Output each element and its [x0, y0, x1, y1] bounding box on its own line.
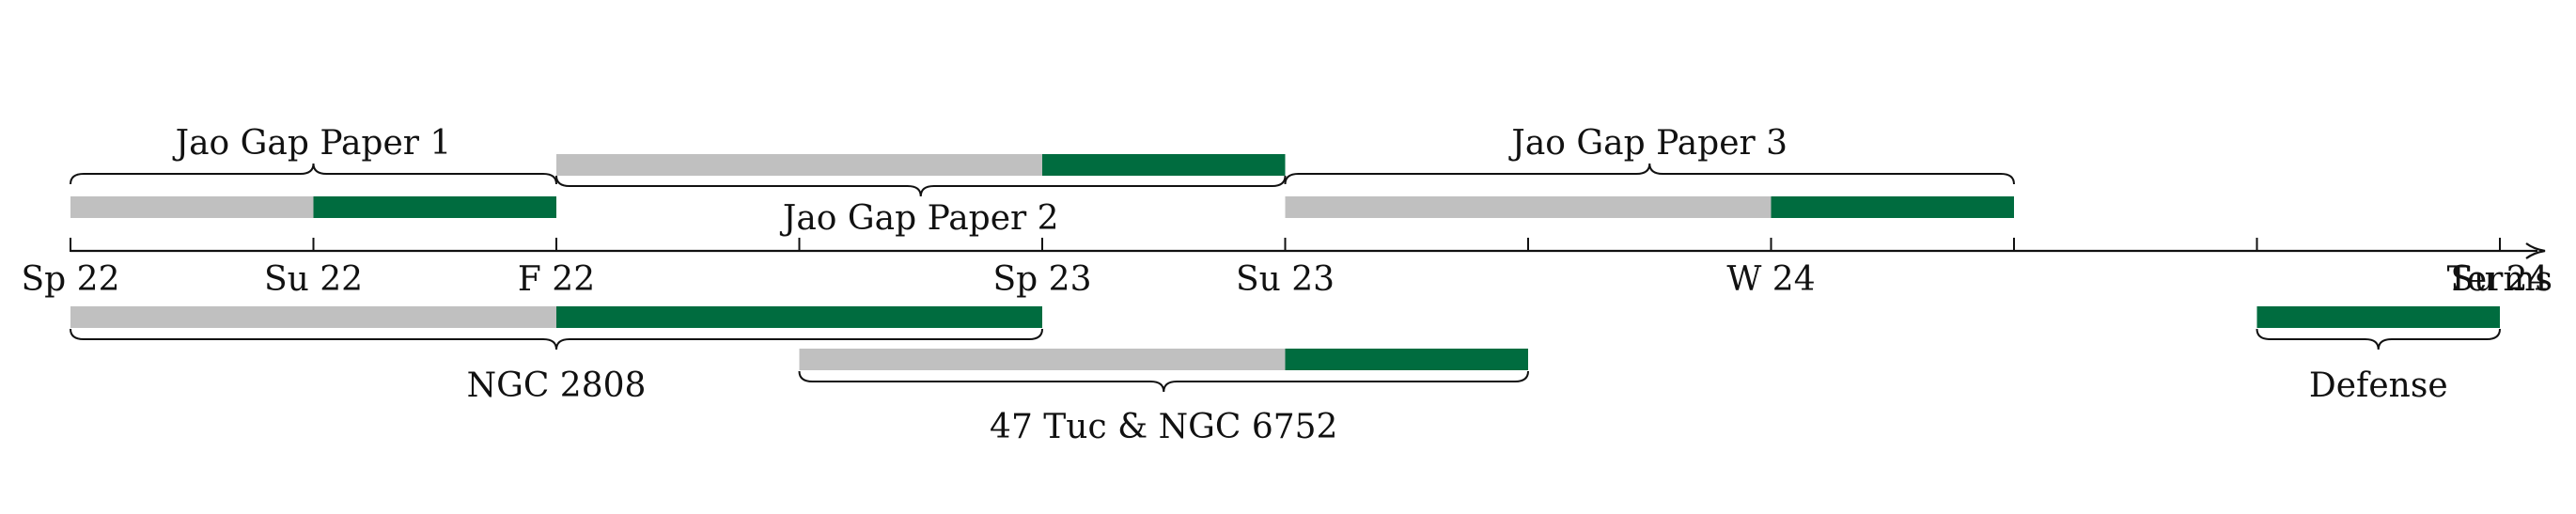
task-label: Defense: [2309, 366, 2448, 405]
tick-label: Sp 22: [22, 260, 120, 299]
task-group: 47 Tuc & NGC 6752: [798, 349, 1529, 446]
axis-arrow-icon: [2525, 242, 2546, 259]
pending-segment: [556, 154, 1042, 176]
task-group: Jao Gap Paper 1: [70, 124, 557, 218]
tick-label: Su 22: [264, 260, 363, 299]
axis-label: Terms: [2447, 260, 2553, 299]
pending-segment: [70, 196, 314, 218]
tick-label: F 22: [518, 260, 595, 299]
complete-segment: [313, 196, 556, 218]
brace-icon: [555, 175, 1287, 197]
task-group: Jao Gap Paper 2: [555, 154, 1287, 238]
task-label: 47 Tuc & NGC 6752: [990, 408, 1337, 446]
brace-icon: [70, 163, 557, 185]
task-label: Jao Gap Paper 1: [172, 124, 452, 163]
task-bars: Jao Gap Paper 1 Jao Gap Paper 2 Jao Gap Pa…: [70, 124, 2501, 446]
task-group: Defense: [2256, 306, 2501, 405]
complete-segment: [1771, 196, 2014, 218]
tick-label: Su 23: [1236, 260, 1335, 299]
brace-icon: [798, 370, 1529, 393]
complete-segment: [1042, 154, 1286, 176]
task-label: Jao Gap Paper 2: [779, 199, 1059, 238]
brace-icon: [2256, 328, 2501, 350]
task-group: NGC 2808: [70, 306, 1043, 405]
task-label: NGC 2808: [467, 366, 647, 405]
pending-segment: [799, 349, 1286, 370]
tick-label: Su 24: [2450, 260, 2549, 299]
task-group: Jao Gap Paper 3: [1284, 124, 2015, 218]
complete-segment: [2256, 306, 2500, 328]
tick-label: W 24: [1726, 260, 1815, 299]
complete-segment: [556, 306, 1042, 328]
brace-icon: [1284, 163, 2015, 185]
complete-segment: [1285, 349, 1528, 370]
task-label: Jao Gap Paper 3: [1507, 124, 1788, 163]
pending-segment: [70, 306, 556, 328]
brace-icon: [70, 328, 1043, 350]
tick-label: Sp 23: [993, 260, 1092, 299]
pending-segment: [1285, 196, 1772, 218]
